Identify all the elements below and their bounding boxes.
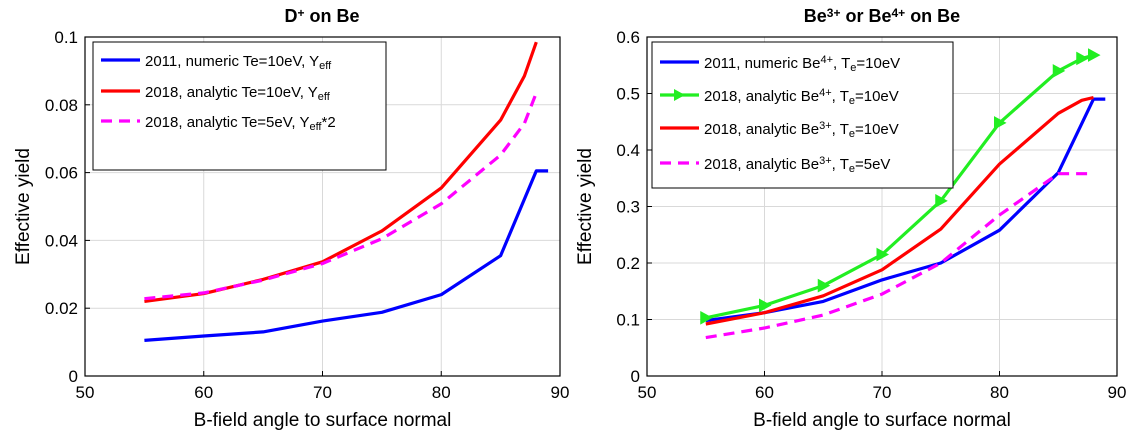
legend-marker [674,89,685,101]
series-marker [1052,64,1066,78]
series-line-3 [144,92,538,301]
legend-label: 2018, analytic Be4+, Te=10eV [704,87,899,107]
y-tick-label: 0.5 [616,85,640,104]
axes-frame [646,36,1118,377]
series-line-4 [705,172,1094,340]
y-tick-label: 0.08 [45,96,78,115]
y-tick-label: 0.02 [45,299,78,318]
y-tick-label: 0 [631,367,640,386]
chart-title: Be3+ or Be4+ on Be [804,6,960,26]
legend: 2011, numeric Be4+, Te=10eV 2018, analyti… [651,41,954,189]
series-marker [817,278,831,293]
y-axis-label: Effective yield [13,148,34,265]
legend-label: 2011, numeric Te=10eV, Yeff [145,53,332,72]
series-marker [759,298,772,313]
x-axis-label: B-field angle to surface normal [194,410,452,431]
series-marker [876,247,890,262]
axes-frame [84,36,561,377]
x-tick-label: 60 [194,383,213,402]
y-tick-label: 0.6 [616,28,640,47]
y-tick-label: 0 [69,367,78,386]
y-tick-label: 0.1 [54,28,78,47]
series-line-1 [144,169,549,342]
x-tick-label: 50 [638,383,657,402]
x-axis-label: B-field angle to surface normal [753,410,1011,431]
legend-label: 2018, analytic Be3+, Te=5eV [704,155,890,175]
legend-label: 2018, analytic Be3+, Te=10eV [704,120,899,140]
series-marker [994,116,1007,130]
chart-panel-2: 50 60 70 80 90 0 0.1 0.2 0.3 0.4 0.5 0.6 Be3+ or Be4… [575,6,1126,431]
y-tick-label: 0.04 [45,231,78,250]
y-axis-label: Effective yield [575,148,596,265]
legend-box [92,41,387,171]
series-marker [1088,48,1101,62]
y-tick-label: 0.4 [616,141,640,160]
series-marker [700,310,713,325]
legend-label: 2018, analytic Te=5eV, Yeff*2 [145,114,336,133]
x-tick-label: 70 [313,383,332,402]
x-tick-label: 90 [1108,383,1127,402]
legend-label: 2011, numeric Be4+, Te=10eV [704,54,900,74]
x-tick-label: 90 [551,383,570,402]
y-tick-label: 0.06 [45,164,78,183]
series-line-1 [705,97,1106,323]
series-marker [935,194,948,208]
legend-box [651,41,954,189]
y-tick-label: 0.3 [616,198,640,217]
x-tick-label: 80 [432,383,451,402]
legend-label: 2018, analytic Te=10eV, Yeff [145,84,331,103]
chart-title: D+ on Be [284,6,359,26]
y-tick-label: 0.2 [616,254,640,273]
series-marker [1076,51,1089,66]
legend: 2011, numeric Te=10eV, Yeff 2018, analyti… [92,41,387,171]
x-tick-label: 80 [990,383,1009,402]
x-tick-label: 50 [76,383,95,402]
x-tick-label: 70 [873,383,892,402]
chart-panel-1: 50 60 70 80 90 0 0.02 0.04 0.06 0.08 0.1 D+ on Be B-… [13,6,569,431]
x-tick-label: 60 [755,383,774,402]
y-tick-label: 0.1 [616,311,640,330]
series-line-3 [705,95,1094,326]
